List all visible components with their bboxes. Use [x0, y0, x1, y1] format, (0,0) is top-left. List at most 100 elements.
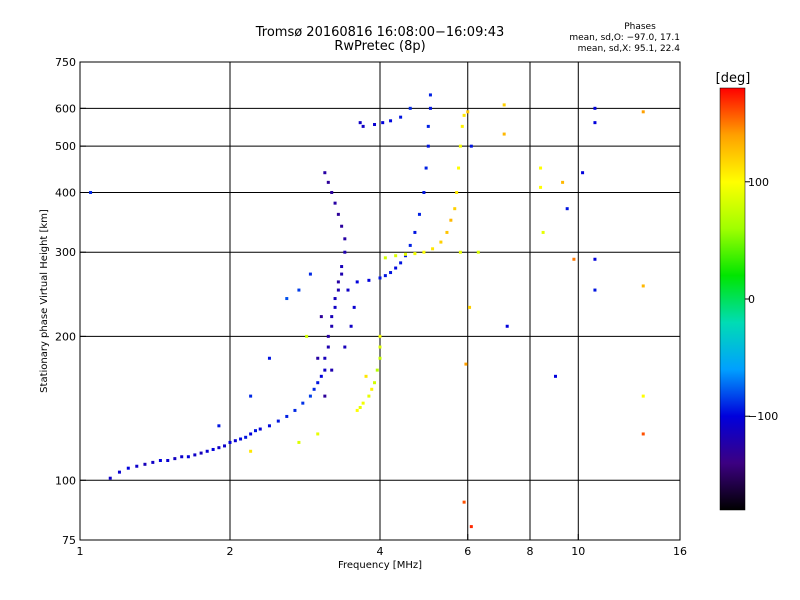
x-axis-title: Frequency [MHz] — [338, 560, 422, 571]
data-point-o — [367, 278, 371, 282]
data-point-o — [276, 419, 280, 423]
data-point-o — [399, 115, 403, 119]
data-point-o — [319, 374, 323, 378]
data-point-x — [641, 394, 645, 398]
data-point-o — [336, 280, 340, 284]
colorbar — [719, 87, 746, 511]
colorbar-tick-label: 0 — [748, 293, 755, 306]
data-point-x — [361, 401, 365, 405]
data-point-o — [424, 166, 428, 170]
data-point-x — [458, 250, 462, 254]
data-point-o — [297, 288, 301, 292]
data-point-o — [166, 458, 170, 462]
data-point-x — [378, 356, 382, 360]
data-point-o — [593, 106, 597, 110]
data-point-o — [340, 224, 344, 228]
x-tick-label: 6 — [464, 545, 471, 558]
data-point-x — [466, 110, 470, 114]
data-point-o — [323, 368, 327, 372]
colorbar-tick-label: −100 — [748, 410, 778, 423]
data-point-x — [464, 362, 468, 366]
data-point-o — [378, 276, 382, 280]
data-point-x — [469, 525, 473, 529]
colorbar-ticks: 100 0 −100 — [745, 176, 778, 423]
x-axis-ticks: 1 2 4 6 8 10 16 — [77, 534, 687, 558]
data-point-o — [186, 455, 190, 459]
data-point-o — [211, 447, 215, 451]
x-tick-label: 4 — [377, 545, 384, 558]
data-point-o — [323, 356, 327, 360]
data-point-x — [561, 180, 565, 184]
data-point-o — [428, 106, 432, 110]
y-axis-title: Stationary phase Virtual Height [km] — [39, 209, 50, 393]
data-point-o — [333, 297, 337, 301]
data-points — [89, 93, 645, 529]
data-point-o — [285, 297, 289, 301]
data-point-o — [593, 121, 597, 125]
phase-stats-title: Phases — [624, 22, 656, 32]
data-point-x — [316, 432, 320, 436]
y-tick-label: 200 — [55, 330, 76, 343]
data-point-o — [330, 315, 334, 319]
data-point-o — [326, 180, 330, 184]
data-point-o — [358, 121, 362, 125]
data-point-x — [641, 432, 645, 436]
data-point-x — [403, 252, 407, 256]
data-point-o — [323, 171, 327, 175]
y-tick-label: 300 — [55, 246, 76, 259]
grid-lines — [80, 62, 680, 540]
data-point-o — [408, 243, 412, 247]
data-point-o — [205, 449, 209, 453]
data-point-o — [135, 464, 139, 468]
data-point-o — [355, 280, 359, 284]
y-tick-label: 75 — [62, 534, 76, 547]
data-point-x — [305, 334, 309, 338]
data-point-o — [426, 144, 430, 148]
data-point-x — [422, 250, 426, 254]
chart-subtitle: RwPretec (8p) — [334, 39, 426, 54]
data-point-o — [108, 476, 112, 480]
data-point-o — [413, 230, 417, 234]
data-point-o — [199, 451, 203, 455]
data-point-o — [308, 272, 312, 276]
data-point-o — [383, 274, 387, 278]
data-point-o — [408, 106, 412, 110]
data-point-o — [151, 460, 155, 464]
data-point-o — [253, 429, 257, 433]
data-point-o — [228, 440, 232, 444]
data-point-o — [343, 237, 347, 241]
data-point-o — [143, 462, 147, 466]
data-point-o — [336, 288, 340, 292]
data-point-o — [117, 470, 121, 474]
data-point-o — [249, 394, 253, 398]
phase-stats-box: Phases mean, sd,O: −97.0, 17.1 mean, sd,… — [560, 22, 680, 55]
data-point-o — [285, 414, 289, 418]
data-point-x — [445, 230, 449, 234]
phase-stats-x: mean, sd,X: 95.1, 22.4 — [577, 44, 680, 54]
data-point-o — [417, 212, 421, 216]
data-point-x — [449, 218, 453, 222]
data-point-o — [223, 444, 227, 448]
data-point-o — [267, 356, 271, 360]
data-point-x — [383, 256, 387, 260]
data-point-o — [316, 381, 320, 385]
data-point-o — [343, 345, 347, 349]
data-point-x — [641, 284, 645, 288]
data-point-o — [336, 212, 340, 216]
colorbar-unit-label: [deg] — [716, 71, 751, 86]
data-point-o — [333, 201, 337, 205]
data-point-x — [297, 440, 301, 444]
x-tick-label: 1 — [77, 545, 84, 558]
data-point-x — [378, 334, 382, 338]
data-point-x — [462, 500, 466, 504]
data-point-x — [476, 250, 480, 254]
data-point-x — [455, 190, 459, 194]
data-point-o — [301, 401, 305, 405]
data-point-x — [539, 166, 543, 170]
data-point-x — [431, 247, 435, 251]
data-point-o — [293, 408, 297, 412]
data-point-o — [330, 368, 334, 372]
x-tick-label: 2 — [227, 545, 234, 558]
data-point-o — [258, 427, 262, 431]
data-point-x — [641, 110, 645, 114]
